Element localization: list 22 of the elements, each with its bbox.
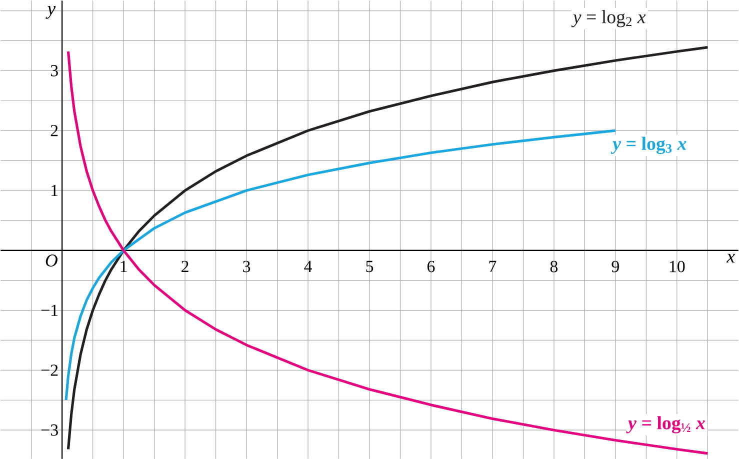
x-tick-label: 7 xyxy=(489,260,496,272)
series-label: y = log$_{3}$ x xyxy=(610,136,686,154)
x-tick-label: 5 xyxy=(366,260,374,272)
x-tick-label: 1 xyxy=(120,260,127,272)
x-tick-label: 8 xyxy=(550,260,558,272)
x-tick-label: 4 xyxy=(304,260,312,272)
x-tick-label: 9 xyxy=(612,260,619,272)
y-tick-label: −2 xyxy=(41,364,58,376)
y-tick-label: 1 xyxy=(52,184,58,196)
y-tick-label: −1 xyxy=(41,304,58,316)
x-tick-label: 6 xyxy=(427,260,435,272)
x-tick-label: 10 xyxy=(670,260,685,272)
annotation: O xyxy=(46,254,58,266)
series-label: y = log$_{½}$ x xyxy=(626,416,706,434)
series-label: y = log$_{2}$ x xyxy=(571,10,646,27)
x-tick-label: 2 xyxy=(182,260,188,272)
x-axis-title: x xyxy=(726,254,735,262)
y-tick-label: 3 xyxy=(50,64,58,76)
y-tick-label: 2 xyxy=(50,124,58,136)
x-tick-label: 3 xyxy=(243,260,250,272)
y-tick-label: −3 xyxy=(41,424,58,436)
y-axis-title: y xyxy=(46,6,56,19)
